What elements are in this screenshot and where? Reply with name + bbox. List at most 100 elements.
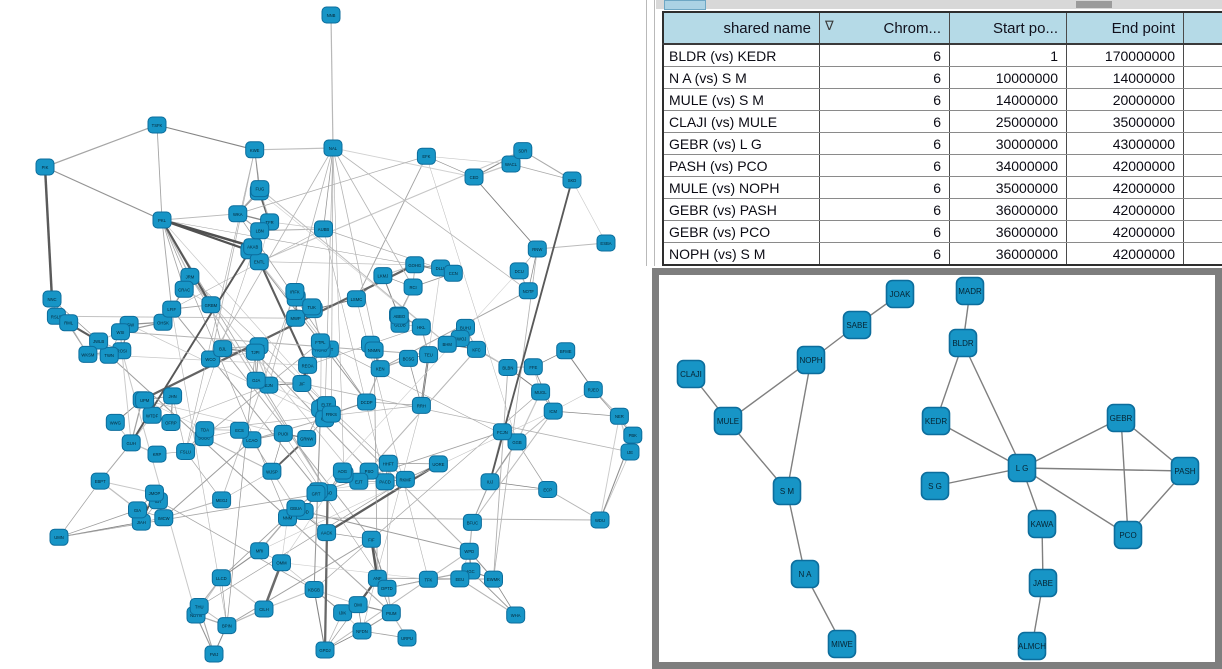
network-node[interactable]: NER	[609, 407, 629, 425]
network-node-PASH[interactable]: PASH	[1170, 456, 1200, 486]
table-cell[interactable]: CLAJI (vs) MULE	[662, 110, 820, 133]
network-node[interactable]: DPTD	[377, 579, 397, 597]
table-cell[interactable]: 5.9	[1183, 110, 1222, 133]
network-edge[interactable]	[58, 509, 138, 538]
network-edge[interactable]	[510, 163, 573, 181]
network-node[interactable]: GBUA	[286, 499, 306, 517]
network-node-KEDR[interactable]: KEDR	[921, 406, 951, 436]
network-node[interactable]: EJT	[349, 472, 369, 490]
network-node-SABE[interactable]: SABE	[842, 310, 872, 340]
network-node[interactable]: KWE	[245, 141, 265, 159]
network-edge[interactable]	[43, 166, 54, 300]
network-edge-KEDR-LG[interactable]	[935, 420, 1023, 469]
table-cell[interactable]: 192.0	[1183, 43, 1222, 67]
table-cell[interactable]: 6	[819, 66, 950, 89]
table-cell[interactable]: 42000000	[1066, 154, 1184, 177]
network-node[interactable]: KFC	[467, 340, 486, 358]
table-cell[interactable]: 6	[819, 88, 950, 111]
network-edge[interactable]	[361, 405, 422, 632]
network-edge[interactable]	[226, 538, 372, 627]
network-edge[interactable]	[121, 350, 132, 443]
table-cell[interactable]: 30000000	[949, 132, 1067, 155]
table-cell[interactable]: BLDR (vs) KEDR	[662, 43, 820, 67]
network-node[interactable]: BFUC	[462, 513, 482, 531]
network-node[interactable]: IJIK	[333, 604, 353, 622]
network-node[interactable]: PIUM	[381, 604, 401, 622]
network-edge[interactable]	[268, 147, 334, 386]
network-node[interactable]: WKSM	[78, 345, 98, 363]
network-edge[interactable]	[287, 517, 392, 614]
network-node-NOPH[interactable]: NOPH	[796, 345, 826, 375]
table-row[interactable]: MULE (vs) S M614000000200000007.5	[662, 88, 1222, 111]
network-node[interactable]: TFK	[418, 570, 438, 588]
network-edge[interactable]	[332, 147, 414, 288]
network-edge[interactable]	[330, 147, 334, 415]
network-node-CLAJI[interactable]: CLAJI	[676, 359, 706, 389]
network-node[interactable]: NAL	[323, 139, 343, 157]
table-cell[interactable]: 6	[819, 132, 950, 155]
network-node[interactable]: GOHG	[405, 256, 425, 274]
network-edge[interactable]	[324, 550, 470, 651]
table-row[interactable]: CLAJI (vs) MULE625000000350000005.9	[662, 110, 1222, 133]
network-node-MADR[interactable]: MADR	[955, 276, 985, 306]
table-cell[interactable]: 170000000	[1066, 43, 1184, 67]
network-edge-NOPH-MULE[interactable]	[727, 359, 812, 422]
column-header-start-po[interactable]: Start po...	[949, 12, 1067, 45]
network-edge-NOPH-SM[interactable]	[786, 359, 812, 492]
network-node[interactable]: IJE	[620, 443, 640, 461]
table-cell[interactable]: 6	[819, 154, 950, 177]
network-edge[interactable]	[332, 147, 529, 292]
table-row[interactable]: GEBR (vs) PASH636000000420000008.9	[662, 198, 1222, 221]
network-edge[interactable]	[358, 349, 477, 482]
network-node[interactable]: RNW	[527, 240, 547, 258]
network-node[interactable]: HKL	[411, 318, 431, 336]
network-edge[interactable]	[313, 589, 326, 651]
table-cell[interactable]: GEBR (vs) PCO	[662, 220, 820, 243]
network-node[interactable]: WHA	[506, 606, 526, 624]
network-node[interactable]: JWLB	[89, 332, 109, 350]
network-node[interactable]: ENTL	[249, 253, 269, 271]
network-node[interactable]: KRP	[147, 445, 167, 463]
network-node[interactable]: EFK	[416, 147, 436, 165]
table-cell[interactable]: PASH (vs) PCO	[662, 154, 820, 177]
network-node[interactable]: WWG	[105, 413, 125, 431]
network-node[interactable]: LBN	[250, 222, 270, 240]
table-cell[interactable]: GEBR (vs) PASH	[662, 198, 820, 221]
panel-splitter[interactable]	[646, 0, 655, 266]
network-node[interactable]: EWMK	[484, 570, 503, 588]
network-node[interactable]: TDA	[195, 421, 215, 439]
network-node[interactable]: WSI	[111, 323, 130, 341]
table-row[interactable]: BLDR (vs) KEDR61170000000192.0	[662, 43, 1222, 67]
network-edge[interactable]	[473, 176, 538, 250]
network-edge[interactable]	[141, 263, 416, 401]
network-node-KAWA[interactable]: KAWA	[1027, 509, 1057, 539]
scrollbar-thumb[interactable]	[1076, 1, 1112, 8]
network-node[interactable]: FIF	[361, 530, 381, 548]
table-cell[interactable]: 36000000	[949, 242, 1067, 266]
table-cell[interactable]: 14000000	[949, 88, 1067, 111]
network-edge[interactable]	[283, 433, 388, 589]
network-node[interactable]: JHN	[163, 387, 183, 405]
network-edge-BLDR-LG[interactable]	[962, 342, 1023, 469]
network-node[interactable]: UMN	[49, 528, 69, 546]
table-cell[interactable]: 42000000	[1066, 220, 1184, 243]
network-node[interactable]: IUJ	[480, 473, 500, 491]
network-node[interactable]: HHFT	[378, 454, 398, 472]
network-node[interactable]: LLCD	[211, 569, 231, 587]
table-row[interactable]: PASH (vs) PCO6340000004200000011.4	[662, 154, 1222, 177]
table-cell[interactable]: 10000000	[949, 66, 1067, 89]
network-edge[interactable]	[226, 352, 256, 626]
network-edge[interactable]	[318, 489, 548, 491]
network-edge[interactable]	[199, 479, 406, 607]
network-node-JABE[interactable]: JABE	[1028, 568, 1058, 598]
column-header-end-point[interactable]: End point	[1066, 12, 1184, 45]
network-edge[interactable]	[161, 219, 212, 306]
network-edge[interactable]	[323, 228, 386, 482]
network-node[interactable]: LSMC	[346, 290, 366, 308]
network-node[interactable]: ECS	[230, 421, 249, 439]
network-node[interactable]: MUGL	[531, 383, 551, 401]
table-cell[interactable]: 34000000	[949, 154, 1067, 177]
network-node[interactable]: PIK	[35, 158, 55, 176]
network-edge[interactable]	[599, 451, 631, 521]
table-cell[interactable]: 6	[819, 242, 950, 266]
